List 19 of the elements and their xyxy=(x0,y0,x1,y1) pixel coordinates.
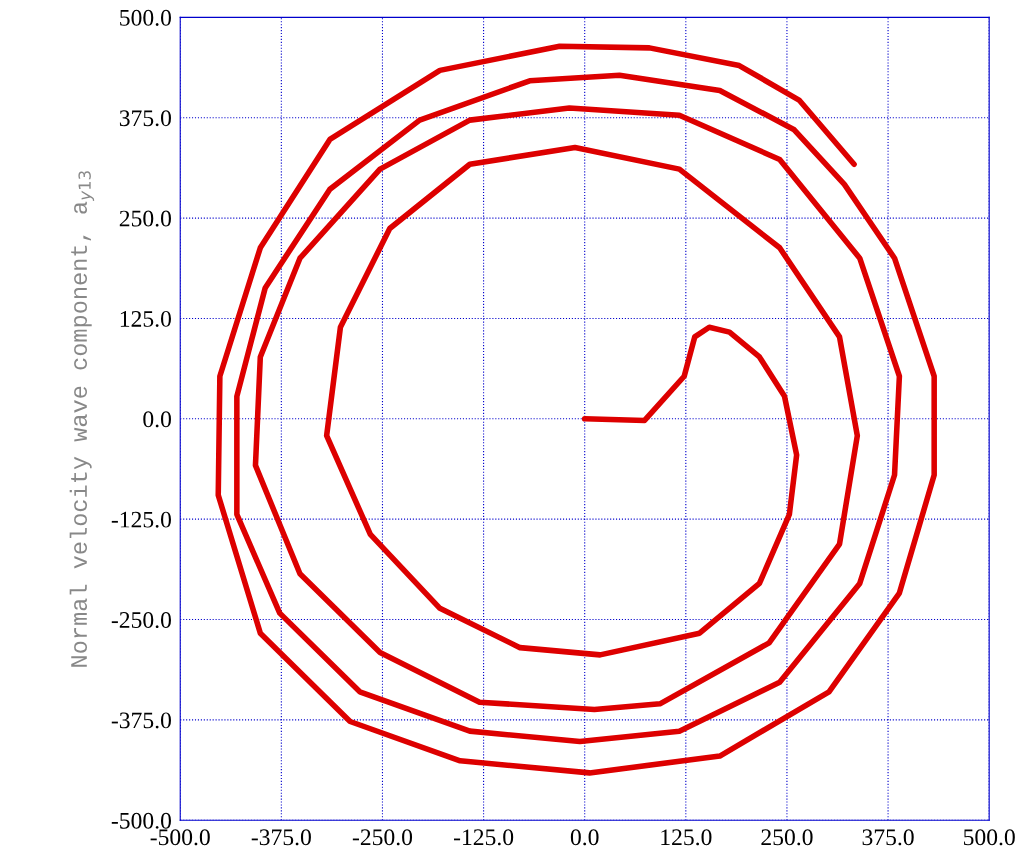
x-tick-label: 500.0 xyxy=(963,829,1015,846)
x-tick-label: 375.0 xyxy=(862,829,914,846)
y-tick-label: -500.0 xyxy=(111,812,171,829)
x-tick-label: 125.0 xyxy=(661,829,712,846)
y-tick-label: -125.0 xyxy=(111,511,171,528)
y-axis-title: Normal velocity wave component, a$_{y13}$ xyxy=(69,171,95,667)
x-tick-label: -250.0 xyxy=(352,829,413,846)
y-tick-label: 0.0 xyxy=(143,411,171,428)
x-tick-label: 250.0 xyxy=(761,829,813,846)
y-tick-label: -250.0 xyxy=(111,612,171,629)
y-tick-label: 250.0 xyxy=(119,210,171,227)
x-tick-label: -125.0 xyxy=(453,829,514,846)
x-tick-label: -500.0 xyxy=(150,829,210,846)
y-tick-label: 125.0 xyxy=(120,310,171,327)
y-tick-label: -375.0 xyxy=(111,712,171,729)
x-tick-label: 0.0 xyxy=(570,829,599,846)
x-tick-label: -375.0 xyxy=(251,829,311,846)
y-tick-label: 375.0 xyxy=(119,110,171,127)
y-tick-label: 500.0 xyxy=(120,9,171,26)
